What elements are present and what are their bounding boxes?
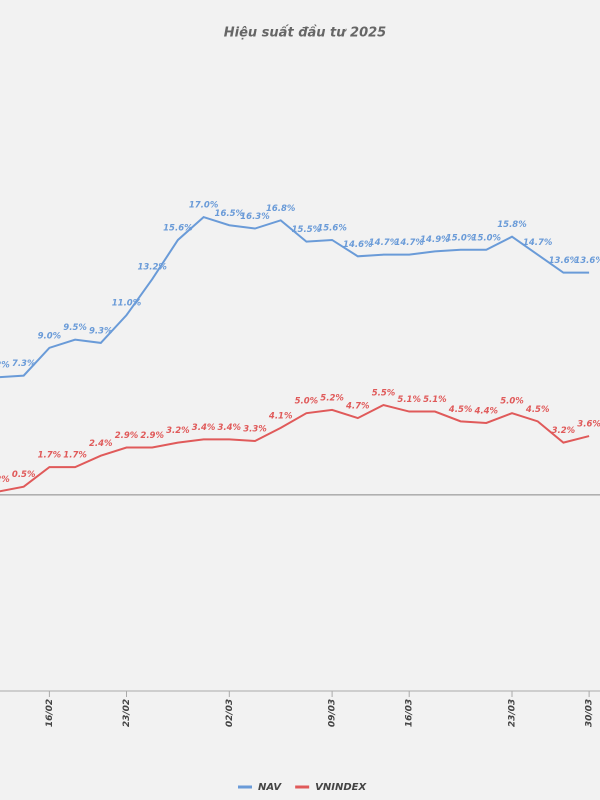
data-label: 13.6% xyxy=(549,256,579,266)
data-label: 3.4% xyxy=(218,423,242,433)
x-tick-label: 23/02 xyxy=(122,699,132,727)
data-label: 3.2% xyxy=(552,426,576,436)
data-label: 13.2% xyxy=(137,263,167,273)
data-label: 3.6% xyxy=(577,420,600,430)
data-label: 4.5% xyxy=(448,405,473,415)
legend-label: NAV xyxy=(258,782,282,793)
data-label: 2.4% xyxy=(89,439,113,449)
data-label: 5.2% xyxy=(320,393,344,403)
data-label: 16.3% xyxy=(240,212,270,222)
data-label: 2.9% xyxy=(140,431,164,441)
data-label: 2.9% xyxy=(115,431,139,441)
data-label: 3.4% xyxy=(192,423,216,433)
data-label: 5.0% xyxy=(295,397,319,407)
data-label: 4.5% xyxy=(525,405,550,415)
data-label: 9.3% xyxy=(89,326,113,336)
data-label: 14.7% xyxy=(523,238,553,248)
data-label: 16.5% xyxy=(215,209,245,219)
series-line xyxy=(0,215,590,379)
chart-title: Hiệu suất đầu tư 2025 xyxy=(224,26,386,41)
data-label: 11.0% xyxy=(112,299,142,309)
data-label: 1.7% xyxy=(38,451,62,461)
data-label: 14.7% xyxy=(369,238,399,248)
data-label: 9.5% xyxy=(63,323,87,333)
x-tick-label: 02/03 xyxy=(225,699,235,727)
data-label: 5.0% xyxy=(500,397,524,407)
x-tick-label: 09/03 xyxy=(328,699,338,727)
data-label: 15.5% xyxy=(292,225,322,235)
data-label: 5.5% xyxy=(372,389,396,399)
data-label: 5.1% xyxy=(423,395,447,405)
data-label: 14.6% xyxy=(343,240,373,250)
x-tick-label: 30/03 xyxy=(585,699,595,727)
x-tick-label: 23/03 xyxy=(508,699,518,727)
data-label: 15.6% xyxy=(163,223,193,233)
data-label: 14.9% xyxy=(420,235,450,245)
data-label: 4.4% xyxy=(474,406,499,416)
data-label: 5.1% xyxy=(397,395,421,405)
data-label: 3.2% xyxy=(166,426,190,436)
data-label: 17.0% xyxy=(189,201,219,211)
data-label: 0.2% xyxy=(0,475,10,485)
data-label: 15.8% xyxy=(497,220,527,230)
data-label: 3.3% xyxy=(243,424,267,434)
data-label: 15.0% xyxy=(446,233,476,243)
x-tick-label: 16/03 xyxy=(405,699,415,727)
data-label: 15.6% xyxy=(317,223,347,233)
data-label: 4.1% xyxy=(268,411,293,421)
data-label: 4.7% xyxy=(345,402,370,412)
data-label: 1.7% xyxy=(63,451,87,461)
series-line xyxy=(0,403,590,493)
data-label: 16.8% xyxy=(266,204,296,214)
data-label: 15.0% xyxy=(472,233,502,243)
data-label: 7.3% xyxy=(12,359,36,369)
data-label: 14.7% xyxy=(394,238,424,248)
data-label: 9.0% xyxy=(38,331,62,341)
legend-label: VNINDEX xyxy=(315,782,367,793)
data-label: 13.6% xyxy=(574,256,600,266)
data-label: 0.5% xyxy=(12,470,36,480)
x-tick-label: 16/02 xyxy=(45,699,55,727)
data-label: 7.2% xyxy=(0,361,10,371)
